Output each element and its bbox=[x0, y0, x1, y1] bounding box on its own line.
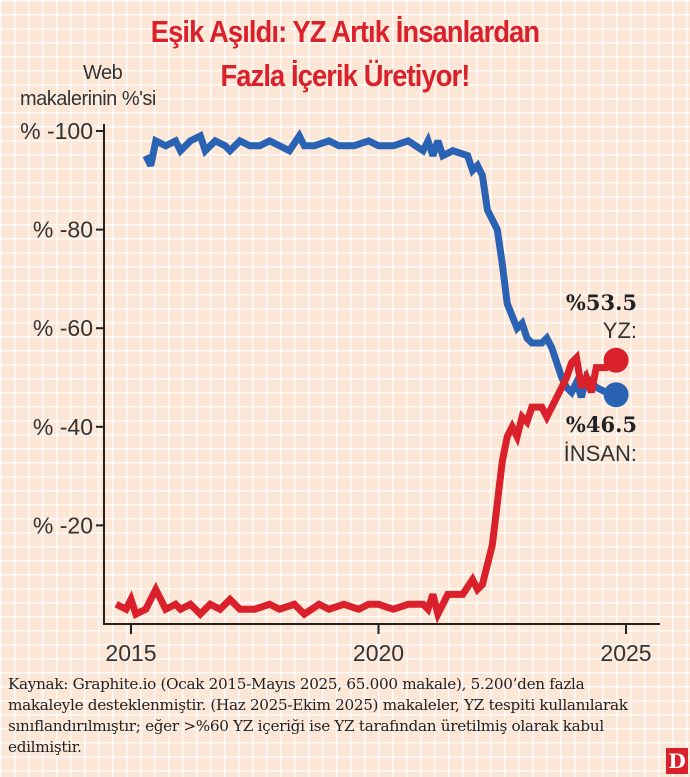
series-line-ai bbox=[114, 350, 619, 625]
x-tick-label: 2020 bbox=[353, 640, 404, 666]
y-axis-label-line-1: Web bbox=[83, 62, 123, 84]
y-tick-label: % -60 bbox=[33, 315, 93, 341]
y-tick-label: % -20 bbox=[33, 512, 93, 538]
series-end-dot-human bbox=[603, 382, 629, 408]
source-note: Kaynak: Graphite.io (Ocak 2015-Mayıs 202… bbox=[8, 675, 628, 756]
x-tick-label: 2025 bbox=[600, 640, 651, 666]
series-end-dot-ai bbox=[603, 347, 629, 373]
y-axis-label-line-2: makalerinin %'si bbox=[20, 88, 156, 110]
chart-title-line-1: Eşik Aşıldı: YZ Artık İnsanlardan bbox=[150, 14, 540, 49]
chart-title-line-2: Fazla İçerik Üretiyor! bbox=[220, 58, 470, 93]
ai-end-value: %53.5 bbox=[566, 290, 637, 315]
ai-series-label: YZ: bbox=[603, 318, 637, 343]
human-end-value: %46.5 bbox=[566, 412, 637, 437]
y-tick-label: % -40 bbox=[33, 414, 93, 440]
human-series-label: İNSAN: bbox=[564, 441, 637, 466]
y-tick-label: % -80 bbox=[33, 217, 93, 243]
series-line-human bbox=[142, 128, 617, 399]
y-tick-label: % -100 bbox=[20, 118, 93, 144]
publisher-logo: D bbox=[666, 748, 688, 774]
x-tick-label: 2015 bbox=[105, 640, 156, 666]
